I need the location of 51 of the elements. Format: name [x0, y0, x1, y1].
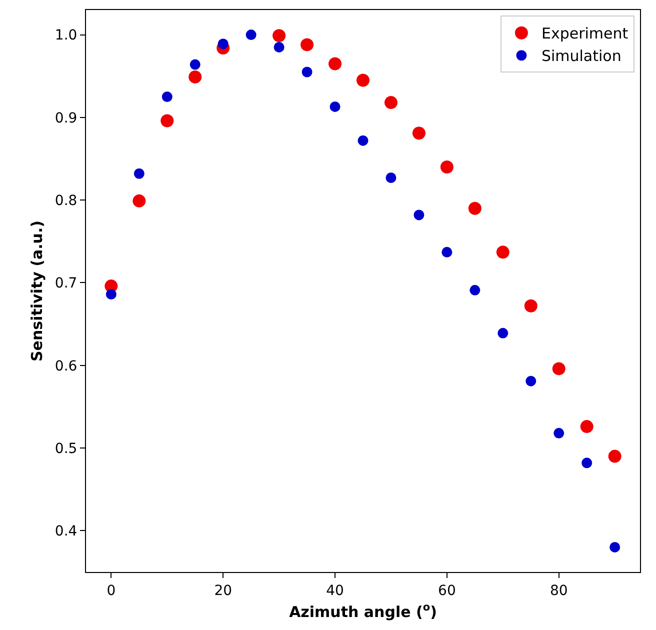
point [246, 30, 256, 40]
x-tick-label: 0 [106, 582, 116, 599]
point [188, 70, 202, 84]
point [358, 135, 368, 146]
point [190, 59, 200, 70]
point [106, 289, 116, 300]
x-tick-label: 20 [214, 582, 232, 599]
y-tick-label: 0.7 [54, 276, 78, 292]
point [218, 38, 228, 50]
point [300, 38, 314, 52]
point [160, 114, 174, 128]
point [470, 284, 480, 296]
point [608, 450, 622, 463]
point [580, 420, 594, 434]
x-tick-label: 60 [438, 582, 456, 599]
y-tick-label: 0.6 [54, 358, 78, 374]
legend-label: Experiment [541, 24, 628, 43]
legend-label: Simulation [541, 47, 622, 66]
point [552, 362, 566, 376]
point [162, 92, 172, 102]
point [412, 126, 426, 140]
y-tick-label: 0.8 [54, 192, 78, 209]
point [272, 29, 286, 42]
point [610, 542, 620, 552]
y-tick-label: 0.9 [54, 110, 78, 126]
point [468, 202, 482, 215]
point [496, 246, 510, 259]
x-axis-title: Azimuth angle ($^{o}$) [289, 602, 437, 621]
y-tick-label: 0.4 [54, 524, 78, 540]
point [414, 210, 424, 220]
y-tick-label: 0.5 [54, 440, 78, 457]
point [582, 458, 592, 468]
point [524, 299, 538, 312]
point [302, 66, 312, 78]
point [442, 246, 452, 258]
y-tick-label: 1.0 [54, 28, 78, 44]
x-tick-label: 40 [326, 582, 344, 599]
point [526, 376, 536, 386]
point [384, 96, 398, 110]
point [356, 74, 370, 87]
point [554, 428, 564, 438]
point [274, 42, 284, 52]
point [498, 328, 508, 338]
point [330, 101, 340, 112]
point [134, 168, 144, 179]
y-axis-title: Sensitivity (a.u.) [28, 220, 46, 362]
point [328, 57, 342, 70]
point [386, 172, 396, 184]
point [440, 160, 454, 174]
point [132, 194, 146, 208]
x-tick-label: 80 [550, 582, 568, 599]
